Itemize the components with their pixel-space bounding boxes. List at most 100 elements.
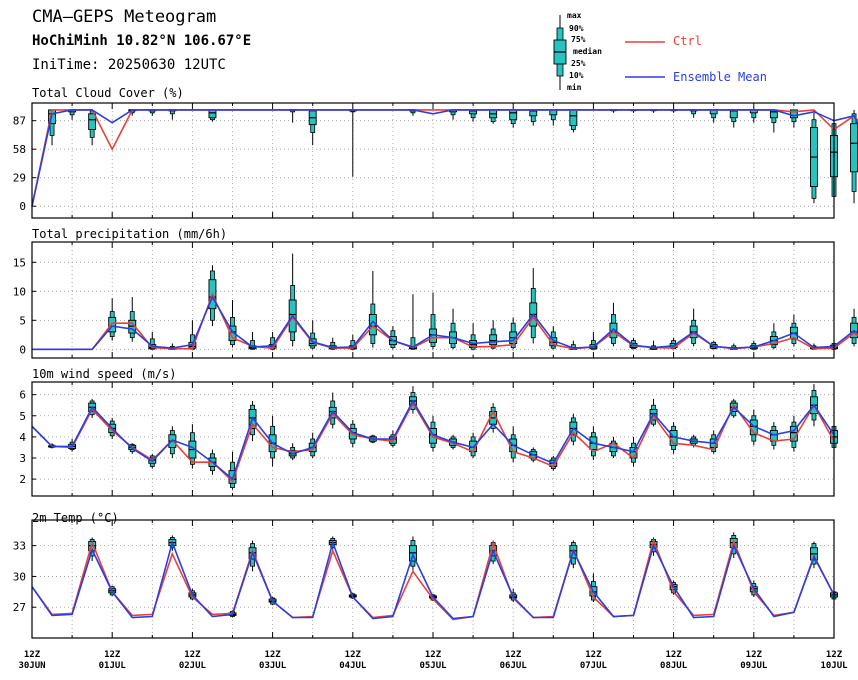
ensemble-mean-line	[31, 109, 858, 207]
legend-key-median: median	[573, 47, 602, 56]
y-tick-label: 15	[13, 256, 26, 269]
legend-ctrl-label: Ctrl	[673, 34, 702, 48]
box-whisker	[850, 109, 858, 204]
box-inner-75-25	[569, 109, 578, 127]
box-whisker	[108, 298, 117, 341]
x-tick-label-hour: 12Z	[665, 650, 682, 660]
init-time-label: IniTime: 20250630 12UTC	[32, 57, 226, 73]
box-whisker	[769, 422, 778, 450]
x-tick-label-date: 04JUL	[339, 661, 367, 671]
x-tick-label-date: 06JUL	[500, 661, 528, 671]
box-whisker	[148, 109, 157, 116]
panel-2: Total precipitation (mm/6h) 0 5 10 15	[13, 227, 858, 359]
y-tick-label: 29	[13, 172, 26, 185]
x-tick-label-date: 05JUL	[419, 661, 447, 671]
y-tick-label: 58	[13, 143, 26, 156]
panel-frame	[31, 241, 835, 359]
box-inner-75-25	[609, 322, 618, 339]
box-inner-75-25	[208, 109, 217, 119]
y-tick-label: 87	[13, 115, 26, 128]
y-tick-label: 0	[19, 200, 26, 213]
x-tick-label-hour: 12Z	[425, 650, 442, 660]
box-whisker	[729, 109, 738, 128]
x-tick-label-date: 03JUL	[259, 661, 287, 671]
box-whisker	[569, 109, 578, 133]
panel-4: 2m Temp (°C) 27 30 33	[13, 511, 838, 639]
box-whisker	[469, 109, 478, 122]
box-whisker	[208, 109, 217, 122]
box-inner-75-25	[850, 123, 858, 173]
legend-key-p75: 75%	[571, 35, 586, 44]
box-whisker	[449, 308, 457, 350]
legend-mean-label: Ensemble Mean	[673, 70, 767, 84]
box-whisker	[489, 109, 498, 124]
x-tick-label-date: 07JUL	[580, 661, 608, 671]
box-inner-75-25	[509, 109, 518, 121]
panel-title: 10m wind speed (m/s)	[32, 367, 177, 381]
box-whisker	[288, 109, 297, 123]
y-tick-label: 27	[13, 601, 26, 614]
box-whisker	[529, 109, 538, 126]
box-whisker	[609, 302, 618, 347]
x-tick-label-date: 10JUL	[820, 661, 848, 671]
x-tick-label-hour: 12Z	[505, 650, 522, 660]
box-whisker	[769, 109, 778, 133]
legend-key-min: min	[567, 83, 582, 92]
panel-title: 2m Temp (°C)	[32, 511, 119, 525]
box-whisker	[308, 109, 317, 146]
y-tick-label: 3	[19, 452, 26, 465]
x-tick-label-hour: 12Z	[184, 650, 201, 660]
y-tick-label: 6	[19, 389, 26, 402]
box-whisker	[449, 109, 457, 120]
box-whisker	[288, 253, 297, 347]
y-tick-label: 30	[13, 570, 26, 583]
ctrl-line	[32, 292, 858, 351]
box-whisker	[168, 109, 177, 120]
y-tick-label: 10	[13, 285, 26, 298]
panel-1: Total Cloud Cover (%) 0 29 58 87	[13, 86, 858, 219]
legend-key-p90: 90%	[569, 24, 584, 33]
box-inner-75-25	[228, 325, 237, 342]
x-tick-label-date: 02JUL	[179, 661, 207, 671]
box-whisker	[689, 109, 698, 118]
x-axis-labels: 12Z30JUN12Z01JUL12Z02JUL12Z03JUL12Z04JUL…	[18, 650, 848, 671]
box-whisker	[368, 271, 377, 348]
box-inner-75-25	[108, 316, 117, 333]
box-outer-90-10	[410, 337, 416, 350]
x-tick-label-hour: 12Z	[104, 650, 121, 660]
y-tick-label: 5	[19, 410, 26, 423]
panel-title: Total precipitation (mm/6h)	[32, 227, 227, 241]
ensemble-mean-line	[31, 539, 835, 620]
panel-title: Total Cloud Cover (%)	[32, 86, 184, 100]
x-tick-label-hour: 12Z	[24, 650, 41, 660]
y-tick-label: 4	[19, 431, 26, 444]
y-tick-label: 2	[19, 473, 26, 486]
x-tick-label-date: 08JUL	[660, 661, 688, 671]
box-whisker	[549, 109, 558, 126]
legend-key-p25: 25%	[571, 59, 586, 68]
chart-title: CMA—GEPS Meteogram	[32, 7, 217, 27]
legend	[553, 15, 665, 90]
box-whisker	[769, 323, 778, 350]
ensemble-mean-line	[32, 295, 858, 351]
y-tick-label: 0	[19, 343, 26, 356]
box-whisker	[529, 268, 538, 344]
panel-frame	[31, 102, 835, 219]
box-whisker	[509, 109, 518, 128]
box-whisker	[789, 314, 798, 347]
x-tick-label-hour: 12Z	[585, 650, 602, 660]
y-tick-label: 5	[19, 314, 26, 327]
box-whisker	[228, 300, 237, 348]
box-whisker	[308, 320, 317, 350]
x-tick-label-hour: 12Z	[264, 650, 281, 660]
legend-key-max: max	[567, 11, 582, 20]
x-tick-label-hour: 12Z	[746, 650, 763, 660]
x-tick-label-hour: 12Z	[826, 650, 843, 660]
ensemble-mean-line	[31, 399, 835, 481]
box-whisker	[489, 320, 498, 350]
ctrl-line	[31, 537, 835, 621]
box-whisker	[689, 308, 698, 347]
x-tick-label-date: 01JUL	[99, 661, 127, 671]
panel-3: 10m wind speed (m/s) 2 3 4 5 6	[19, 367, 838, 497]
